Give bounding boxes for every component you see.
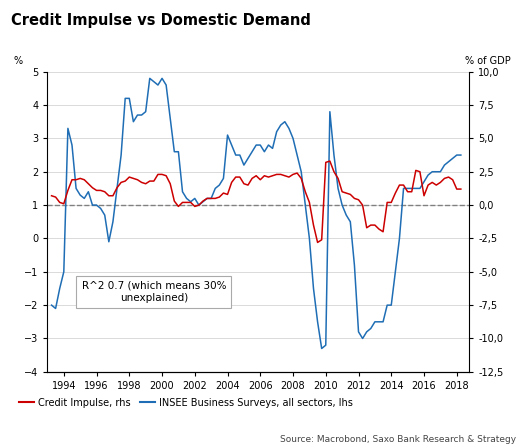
Text: % of GDP: % of GDP: [465, 56, 511, 66]
Text: %: %: [14, 56, 23, 66]
Text: Credit Impulse vs Domestic Demand: Credit Impulse vs Domestic Demand: [11, 13, 310, 28]
Legend: Credit Impulse, rhs, INSEE Business Surveys, all sectors, lhs: Credit Impulse, rhs, INSEE Business Surv…: [15, 394, 356, 412]
Text: R^2 0.7 (which means 30%
unexplained): R^2 0.7 (which means 30% unexplained): [82, 281, 226, 302]
Text: Source: Macrobond, Saxo Bank Research & Strategy: Source: Macrobond, Saxo Bank Research & …: [280, 435, 516, 444]
